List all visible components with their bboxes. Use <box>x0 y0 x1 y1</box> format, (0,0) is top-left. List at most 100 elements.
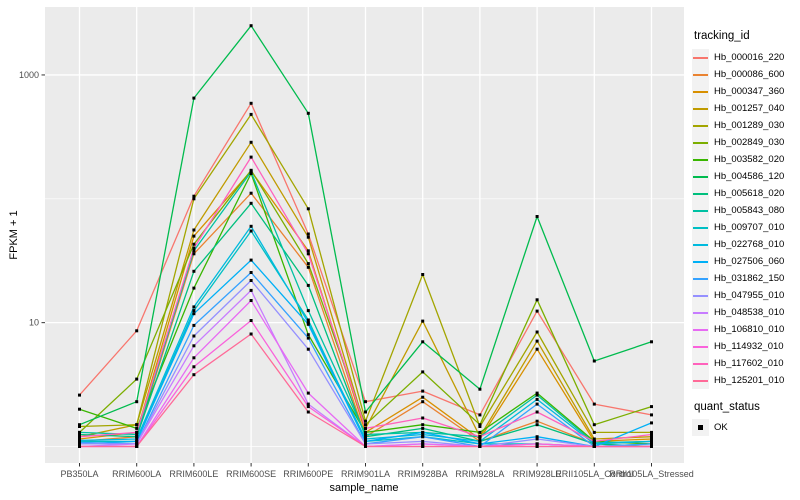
data-point <box>78 433 81 436</box>
data-point <box>306 402 310 406</box>
legend-key-swatch <box>692 253 709 270</box>
data-point <box>650 435 653 439</box>
data-point <box>421 395 425 399</box>
data-point <box>592 430 596 434</box>
data-point <box>306 235 310 239</box>
legend-panel: tracking_id Hb_000016_220 Hb_000086_600 Hb… <box>692 30 798 436</box>
legend-item-label: Hb_005843_080 <box>714 205 785 216</box>
data-point <box>364 400 367 404</box>
data-point <box>192 344 196 348</box>
data-point <box>306 347 310 351</box>
data-point <box>478 425 482 428</box>
data-point <box>650 442 653 446</box>
data-point <box>535 391 539 395</box>
data-point <box>478 423 482 427</box>
data-point <box>306 322 310 326</box>
legend-item-ok: OK <box>692 419 798 436</box>
data-point <box>192 252 196 256</box>
legend-item: Hb_125201_010 <box>692 372 798 389</box>
data-point <box>249 140 253 144</box>
legend-item-label: Hb_003582_020 <box>714 154 785 165</box>
data-point <box>535 445 539 448</box>
data-point <box>192 96 196 100</box>
legend-item: Hb_001257_040 <box>692 100 798 117</box>
data-point <box>78 393 81 397</box>
data-point <box>135 400 139 404</box>
data-point <box>249 172 253 175</box>
data-point <box>421 439 425 443</box>
data-point <box>135 423 139 427</box>
x-axis-tick-label: RRIM928BA <box>398 469 448 479</box>
data-point <box>650 445 653 448</box>
legend-key-swatch <box>692 287 709 304</box>
data-point <box>478 430 482 434</box>
data-point <box>535 330 539 334</box>
data-point <box>192 246 196 250</box>
data-point <box>249 101 253 105</box>
legend-key-swatch <box>692 117 709 134</box>
data-point <box>421 442 425 446</box>
data-point <box>306 318 310 322</box>
data-point <box>135 437 139 441</box>
legend-item: Hb_002849_030 <box>692 134 798 151</box>
legend-key-swatch <box>692 304 709 321</box>
data-point <box>249 271 253 274</box>
x-axis-tick-label: RRIM928LA <box>455 469 504 479</box>
legend-item-label: Hb_002849_030 <box>714 137 785 148</box>
legend-item-label: OK <box>714 422 728 433</box>
data-point <box>192 234 196 238</box>
data-point <box>364 430 367 434</box>
data-point <box>421 340 425 344</box>
data-point <box>535 339 539 343</box>
line-swatch-icon <box>693 90 708 93</box>
data-point <box>135 377 139 381</box>
data-point <box>650 430 653 434</box>
data-point <box>535 410 539 414</box>
x-axis-tick-label: RRIM928LE <box>513 469 562 479</box>
line-swatch-icon <box>693 379 708 382</box>
line-swatch-icon <box>693 192 708 195</box>
legend-item-label: Hb_125201_010 <box>714 375 785 386</box>
data-point <box>192 286 196 290</box>
data-point <box>306 207 310 211</box>
legend-key-swatch <box>692 321 709 338</box>
data-point <box>650 421 653 425</box>
data-point <box>535 215 539 218</box>
data-point <box>78 423 81 427</box>
legend-item-label: Hb_000016_220 <box>714 52 785 63</box>
data-point <box>364 423 367 427</box>
data-point <box>249 258 253 262</box>
data-point <box>364 419 367 423</box>
legend-item: Hb_003582_020 <box>692 151 798 168</box>
legend-items: Hb_000016_220 Hb_000086_600 Hb_000347_360 H… <box>692 49 798 389</box>
data-point <box>364 445 367 448</box>
data-point <box>421 433 425 436</box>
legend-item-label: Hb_047955_010 <box>714 290 785 301</box>
line-swatch-icon <box>693 107 708 110</box>
data-point <box>592 439 596 443</box>
data-point <box>650 405 653 409</box>
data-point <box>535 309 539 313</box>
legend-key-swatch <box>692 49 709 66</box>
data-point <box>421 426 425 430</box>
legend-key-swatch <box>692 185 709 202</box>
data-point <box>650 413 653 417</box>
data-point <box>249 224 253 228</box>
data-point <box>592 423 596 427</box>
data-point <box>192 373 196 377</box>
data-point <box>535 437 539 441</box>
line-swatch-icon <box>693 243 708 246</box>
data-point <box>78 435 81 439</box>
data-point <box>421 416 425 420</box>
data-point <box>364 410 367 414</box>
data-point <box>135 439 139 443</box>
data-point <box>535 435 539 439</box>
data-point <box>306 391 310 395</box>
data-point <box>535 347 539 351</box>
data-point <box>421 319 425 323</box>
data-point <box>192 228 196 232</box>
legend-item: Hb_047955_010 <box>692 287 798 304</box>
data-point <box>592 437 596 441</box>
data-point <box>478 435 482 439</box>
